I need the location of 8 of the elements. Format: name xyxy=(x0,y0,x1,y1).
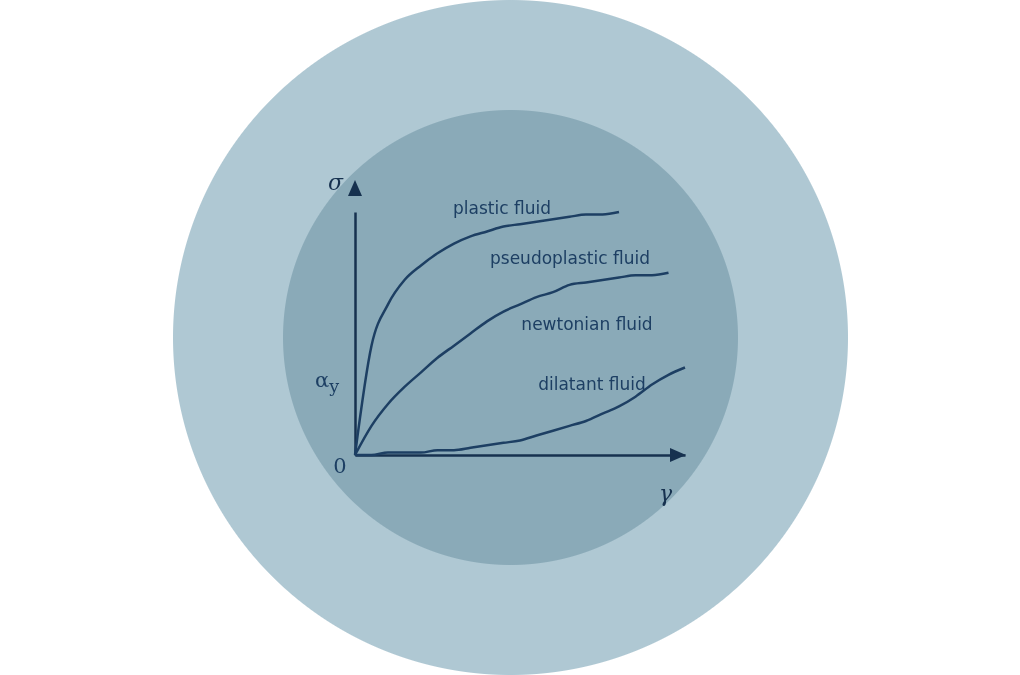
y-axis-title: σ xyxy=(327,169,344,195)
annotation: dilatant fluid xyxy=(538,374,646,394)
annotation: plastic fluid xyxy=(453,198,551,218)
x-axis-title: γ xyxy=(658,480,673,506)
text: 0 xyxy=(333,454,347,478)
annotation: newtonian fluid xyxy=(521,314,653,334)
annotation: pseudoplastic fluid xyxy=(490,248,650,268)
text: α$_{y}$ xyxy=(314,367,340,397)
